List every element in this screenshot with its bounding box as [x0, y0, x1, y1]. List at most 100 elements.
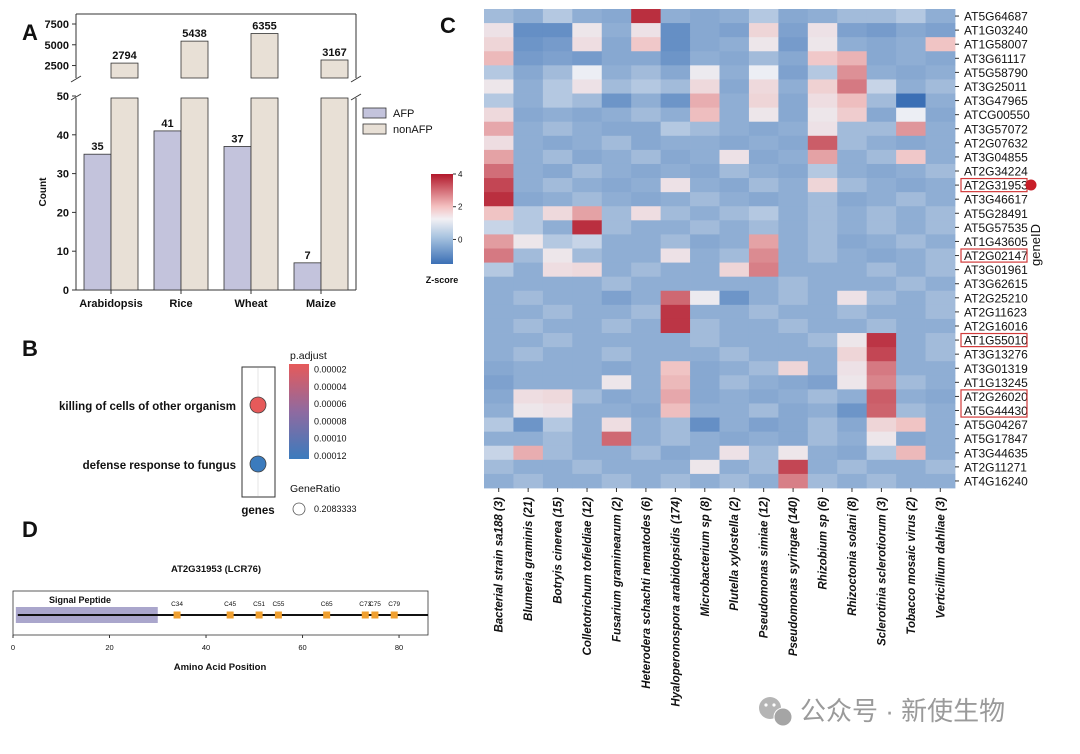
heatmap-cell — [542, 192, 573, 207]
heatmap-cell — [601, 135, 632, 151]
heatmap-cell — [807, 276, 838, 292]
heatmap-cell — [660, 290, 691, 306]
heatmap-cell — [778, 51, 809, 66]
heatmap-cell — [748, 65, 779, 80]
padjust-tick-label: 0.00002 — [314, 365, 347, 375]
heatmap-cell — [542, 9, 573, 24]
heatmap-cell — [690, 79, 720, 94]
heatmap-cell — [631, 417, 662, 433]
heatmap-cell — [866, 51, 897, 66]
heatmap-cell — [896, 290, 926, 306]
heatmap-cell — [719, 375, 750, 390]
heatmap-cell — [807, 192, 838, 207]
heatmap-cell — [484, 290, 514, 306]
heatmap-cell — [690, 9, 720, 24]
heatmap-cell — [631, 361, 662, 376]
heatmap-cell — [748, 262, 779, 278]
heatmap-cell — [513, 375, 544, 390]
watermark: 公众号 · 新使生物 — [759, 696, 1005, 727]
heatmap-cell — [866, 248, 897, 263]
heatmap-cell — [719, 459, 750, 475]
x-tick-label: Arabidopsis — [79, 298, 143, 310]
position-tick-label: 20 — [105, 643, 113, 652]
heatmap-cell — [807, 149, 838, 165]
heatmap-cell — [513, 473, 544, 489]
heatmap-cell — [778, 248, 809, 263]
heatmap-cell — [866, 333, 897, 348]
cysteine-label: C65 — [321, 601, 333, 608]
heatmap-cell — [484, 347, 514, 362]
heatmap-cell — [778, 318, 809, 334]
cysteine-marker — [371, 611, 379, 619]
heatmap-cell — [660, 431, 691, 447]
padjust-tick-label: 0.00008 — [314, 416, 347, 426]
heatmap-cell — [660, 135, 691, 151]
heatmap-cell — [660, 121, 691, 137]
heatmap-cell — [513, 361, 544, 376]
heatmap-cell — [778, 445, 809, 461]
panel-label-d: D — [22, 517, 38, 542]
heatmap-cell — [866, 431, 897, 447]
heatmap-cell — [837, 51, 868, 66]
heatmap-cell — [631, 431, 662, 447]
heatmap-cell — [837, 290, 868, 306]
heatmap-cell — [748, 473, 779, 489]
heatmap-cell — [807, 333, 838, 348]
heatmap-cell — [660, 459, 691, 475]
heatmap-cell — [690, 333, 720, 348]
heatmap-cell — [748, 192, 779, 207]
y-tick-label: 10 — [57, 246, 69, 258]
heatmap-cell — [572, 248, 603, 263]
heatmap-cell — [690, 93, 720, 109]
heatmap-cell — [807, 37, 838, 52]
heatmap-cell — [807, 417, 838, 433]
heatmap-cell — [484, 178, 514, 193]
heatmap-cell — [925, 445, 956, 461]
heatmap-cell — [719, 192, 750, 207]
row-label: AT1G58007 — [964, 38, 1028, 52]
heatmap-cell — [660, 51, 691, 66]
heatmap-cell — [778, 149, 809, 165]
heatmap-cell — [631, 262, 662, 278]
padjust-tick-label: 0.00010 — [314, 434, 347, 444]
heatmap-cell — [719, 276, 750, 292]
heatmap-cell — [601, 333, 632, 348]
heatmap-cell — [690, 206, 720, 221]
heatmap-cell — [690, 192, 720, 207]
padjust-tick-label: 0.00006 — [314, 399, 347, 409]
heatmap-cell — [837, 220, 868, 235]
heatmap-cell — [778, 23, 809, 38]
heatmap-cell — [748, 23, 779, 38]
heatmap-cell — [484, 459, 514, 475]
heatmap-cell — [631, 121, 662, 137]
heatmap-cell — [896, 318, 926, 334]
heatmap-cell — [572, 375, 603, 390]
heatmap-cell — [660, 361, 691, 376]
heatmap-cell — [896, 79, 926, 94]
heatmap-cell — [719, 107, 750, 123]
heatmap-cell — [925, 163, 956, 179]
heatmap-cell — [572, 276, 603, 292]
heatmap-cell — [837, 79, 868, 94]
heatmap-cell — [807, 234, 838, 249]
column-label: Bacterial strain sa188 (3) — [494, 497, 506, 633]
heatmap-cell — [631, 149, 662, 165]
heatmap-cell — [837, 149, 868, 165]
heatmap-cell — [542, 206, 573, 221]
row-labels: AT5G64687AT1G03240AT1G58007AT3G61117AT5G… — [955, 10, 1030, 488]
heatmap-cell — [542, 276, 573, 292]
heatmap-cell — [572, 304, 603, 320]
heatmap-cell — [513, 445, 544, 461]
heatmap-cell — [866, 9, 897, 24]
heatmap-cell — [660, 163, 691, 179]
y-tick-label: 7500 — [45, 19, 69, 31]
heatmap-cell — [484, 417, 514, 433]
heatmap-cell — [572, 65, 603, 80]
heatmap-cell — [601, 23, 632, 38]
heatmap-cell — [778, 290, 809, 306]
heatmap-cell — [719, 149, 750, 165]
heatmap-cell — [631, 445, 662, 461]
heatmap-cell — [837, 37, 868, 52]
heatmap-cell — [601, 9, 632, 24]
